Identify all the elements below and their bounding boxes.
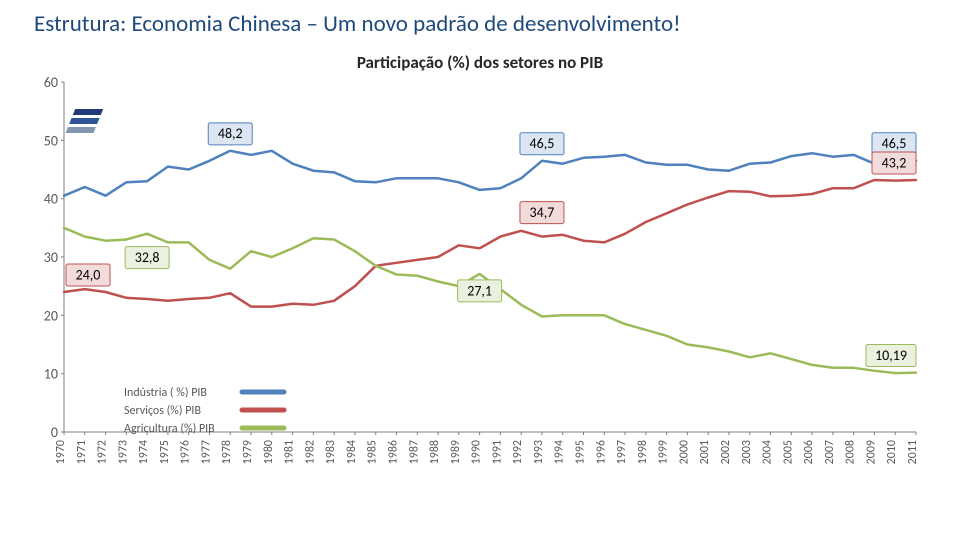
logo-bar-top <box>73 109 103 115</box>
y-tick-label: 20 <box>44 307 58 324</box>
page-title: Estrutura: Economia Chinesa – Um novo pa… <box>34 10 681 38</box>
y-tick-label: 60 <box>44 74 58 91</box>
y-tick-label: 0 <box>51 424 58 441</box>
y-tick-label: 30 <box>44 249 58 266</box>
slide: { "title": "Estrutura: Economia Chinesa … <box>0 0 960 543</box>
logo-bar-bot <box>65 127 95 133</box>
logo <box>58 107 950 537</box>
y-tick-label: 50 <box>44 132 58 149</box>
logo-bar-mid <box>69 118 99 124</box>
chart-title: Participação (%) dos setores no PIB <box>0 52 960 73</box>
y-tick-label: 40 <box>44 191 58 208</box>
y-tick-label: 10 <box>44 366 58 383</box>
